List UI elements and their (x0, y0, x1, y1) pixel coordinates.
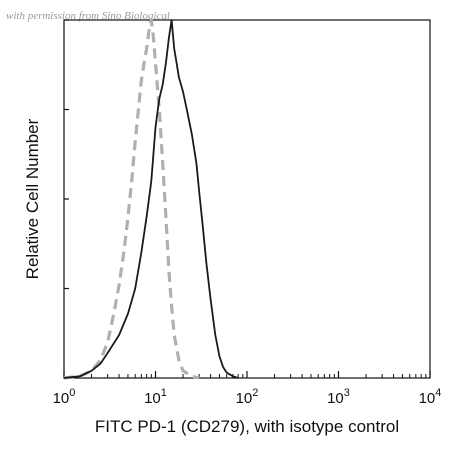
plot-frame (63, 19, 431, 379)
pd1-stained-curve (63, 19, 239, 379)
x-axis-tick-labels: 100 101 102 103 104 (53, 387, 442, 407)
y-axis-label: Relative Cell Number (23, 118, 42, 279)
watermark-text: with permission from Sino Biological (6, 10, 170, 22)
x-axis-ticks (63, 371, 431, 378)
series-layer (63, 18, 239, 380)
x-tick-label-3: 103 (327, 387, 350, 407)
x-tick-label-2: 102 (236, 387, 259, 407)
x-tick-label-0: 100 (53, 387, 76, 407)
x-tick-label-1: 101 (144, 387, 167, 407)
x-tick-label-4: 104 (419, 387, 442, 407)
y-axis-ticks (64, 19, 69, 379)
isotype-control-curve (63, 18, 200, 380)
x-axis-label: FITC PD-1 (CD279), with isotype control (95, 417, 399, 436)
